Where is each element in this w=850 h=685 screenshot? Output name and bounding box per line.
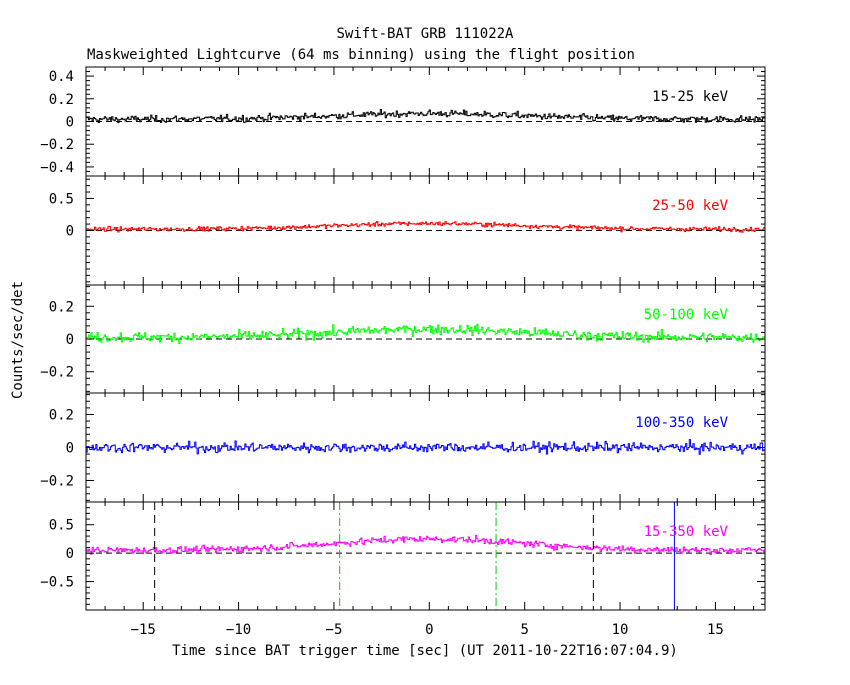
x-tick-label: −10: [226, 622, 251, 638]
y-tick-label: 0.2: [49, 92, 74, 108]
panel-4: −0.2 0 0.2 100-350 keV: [40, 392, 766, 503]
y-tick-label: 0.2: [49, 407, 74, 423]
series-trace: [86, 109, 765, 124]
panel-label: 50-100 keV: [644, 307, 729, 323]
series-trace: [86, 323, 765, 345]
x-tick-label: −5: [326, 622, 343, 638]
panels: −0.4 −0.2 0 0.2 0.4 15-25 keV 0 0.5 25-50 keV −0.…: [40, 66, 766, 638]
x-axis-label: Time since BAT trigger time [sec] (UT 20…: [172, 643, 678, 659]
y-tick-label: 0: [66, 115, 74, 131]
y-tick-label: 0.4: [49, 69, 74, 85]
y-tick-label: 0.5: [49, 518, 74, 534]
x-tick-label: 5: [520, 622, 528, 638]
panel-label: 15-25 keV: [652, 89, 728, 105]
chart-subtitle: Maskweighted Lightcurve (64 ms binning) …: [87, 47, 635, 63]
series-trace: [86, 534, 765, 556]
x-tick-label: 15: [707, 622, 724, 638]
x-tick-label: −15: [131, 622, 156, 638]
y-tick-label: −0.2: [40, 365, 74, 381]
y-axis-label: Counts/sec/det: [10, 281, 26, 399]
y-tick-label: −0.2: [40, 137, 74, 153]
y-tick-label: −0.4: [40, 160, 74, 176]
y-tick-label: −0.5: [40, 575, 74, 591]
x-tick-label: 10: [612, 622, 629, 638]
panel-5: −0.5 0 0.5 15-350 keV −15 −10 −5 0 5 10 15: [40, 501, 766, 638]
panel-label: 15-350 keV: [644, 524, 729, 540]
y-tick-label: −0.2: [40, 474, 74, 490]
series-trace: [86, 439, 765, 455]
panel-frame: [85, 501, 766, 611]
y-tick-label: 0: [66, 546, 74, 562]
panel-2: 0 0.5 25-50 keV: [49, 175, 766, 286]
y-tick-label: 0.5: [49, 191, 74, 207]
y-tick-label: 0: [66, 332, 74, 348]
series-trace: [86, 221, 765, 233]
x-tick-label: 0: [425, 622, 433, 638]
y-tick-label: 0: [66, 224, 74, 240]
chart-title: Swift-BAT GRB 111022A: [336, 26, 514, 42]
panel-1: −0.4 −0.2 0 0.2 0.4 15-25 keV: [40, 66, 766, 177]
y-tick-label: 0.2: [49, 299, 74, 315]
panel-label: 100-350 keV: [635, 415, 728, 431]
y-tick-label: 0: [66, 441, 74, 457]
panel-label: 25-50 keV: [652, 198, 728, 214]
